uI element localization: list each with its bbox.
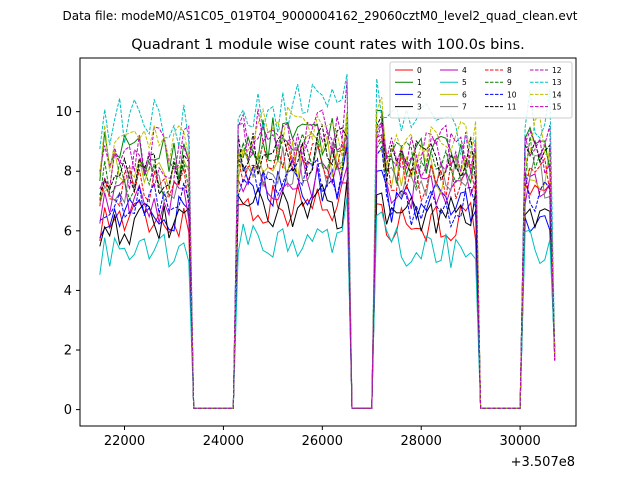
series-line-3 — [99, 179, 556, 409]
series-line-6 — [99, 121, 556, 409]
plot-area-frame — [79, 57, 577, 427]
series-line-5 — [99, 197, 556, 409]
x-offset-label: +3.507e8 — [511, 455, 575, 470]
legend-label: 6 — [462, 90, 467, 99]
series-line-2 — [99, 142, 556, 409]
legend-label: 11 — [507, 103, 517, 112]
legend-label: 15 — [552, 103, 562, 112]
legend-label: 8 — [507, 66, 512, 75]
legend-label: 13 — [552, 78, 562, 87]
x-tick-label: 26000 — [302, 434, 343, 449]
y-tick-label: 0 — [64, 403, 72, 418]
series-line-13 — [99, 73, 556, 409]
series-line-14 — [99, 96, 556, 409]
legend-label: 3 — [417, 103, 422, 112]
suptitle: Data file: modeM0/AS1C05_019T04_90000041… — [62, 9, 577, 23]
legend-label: 7 — [462, 103, 467, 112]
series-line-12 — [99, 80, 556, 409]
y-tick-label: 2 — [64, 344, 72, 359]
x-tick-label: 22000 — [104, 434, 145, 449]
legend-label: 2 — [417, 90, 422, 99]
legend-label: 9 — [507, 78, 512, 87]
x-tick-label: 24000 — [203, 434, 244, 449]
legend-label: 5 — [462, 78, 467, 87]
legend-label: 0 — [417, 66, 422, 75]
series-line-10 — [99, 145, 556, 409]
legend-label: 10 — [507, 90, 517, 99]
x-tick-label: 28000 — [401, 434, 442, 449]
series-line-1 — [99, 109, 556, 409]
y-tick-label: 4 — [64, 284, 72, 299]
y-tick-label: 8 — [64, 165, 72, 180]
series-line-9 — [99, 111, 556, 409]
series-line-4 — [99, 133, 556, 409]
legend-label: 14 — [552, 90, 562, 99]
legend-label: 12 — [552, 66, 562, 75]
x-tick-label: 30000 — [499, 434, 540, 449]
series-line-15 — [99, 121, 556, 409]
series-line-0 — [99, 182, 556, 409]
series-line-11 — [99, 113, 556, 409]
legend-label: 4 — [462, 66, 467, 75]
legend-frame — [389, 61, 573, 119]
legend-label: 1 — [417, 78, 422, 87]
series-line-8 — [99, 135, 556, 409]
y-tick-label: 10 — [55, 105, 72, 120]
y-tick-label: 6 — [64, 224, 72, 239]
chart-title: Quadrant 1 module wise count rates with … — [131, 37, 525, 53]
